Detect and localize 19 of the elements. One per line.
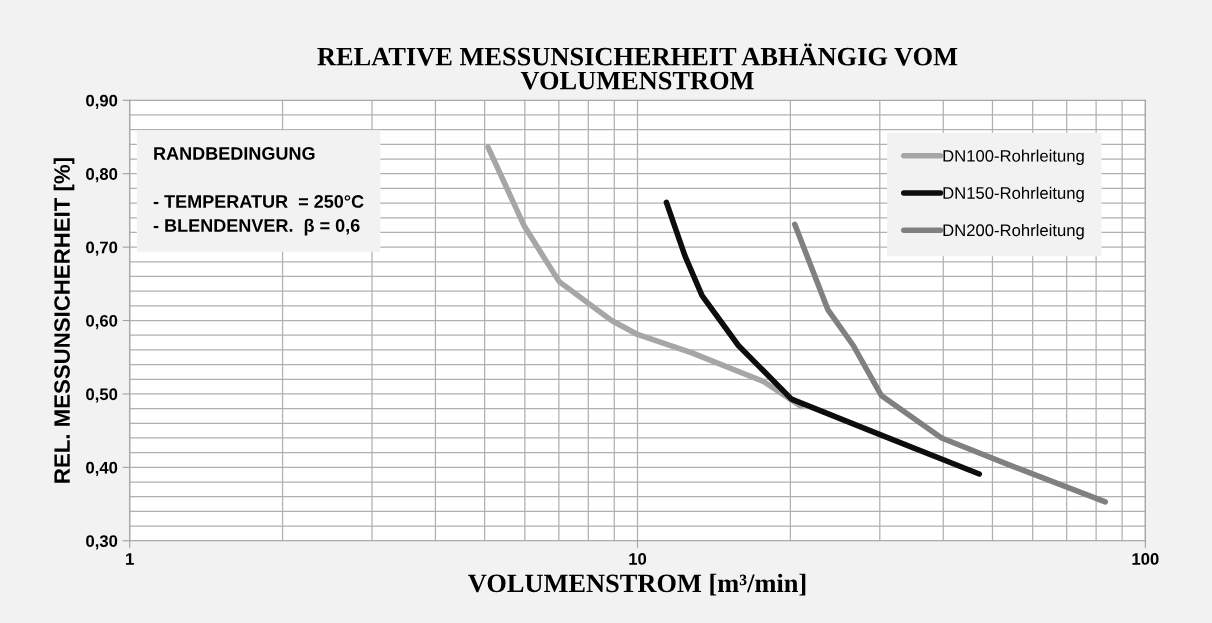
y-tick-label: 0,40 [86, 461, 118, 476]
legend-label: DN200-Rohrleitung [943, 223, 1084, 240]
legend-label: DN150-Rohrleitung [943, 186, 1084, 203]
y-tick-label: 0,70 [86, 241, 118, 256]
annotation: RANDBEDINGUNG [154, 147, 315, 160]
legend-label: DN100-Rohrleitung [943, 149, 1084, 166]
x-tick-label: 10 [629, 553, 647, 565]
x-tick-label: 100 [1132, 553, 1159, 565]
y-tick-label: 0,80 [86, 168, 118, 183]
annotation: - BLENDENVER. β = 0,6 [153, 218, 360, 236]
y-tick-label: 0,50 [86, 388, 118, 403]
y-tick-label: 0,30 [86, 535, 118, 550]
y-tick-label: 0,60 [86, 314, 118, 330]
chart-title: RELATIVE MESSUNSICHERHEIT ABHÄNGIG VOM VOLUMENSTROM [317, 43, 958, 90]
y-tick-label: 0,90 [86, 94, 118, 109]
x-tick-label: 1 [126, 553, 134, 565]
annotation: - TEMPERATUR = 250°C [153, 195, 364, 208]
x-axis-title: VOLUMENSTROM [m³/min] [468, 573, 806, 596]
y-axis-title: REL. MESSUNSICHERHEIT [%] [53, 158, 75, 483]
